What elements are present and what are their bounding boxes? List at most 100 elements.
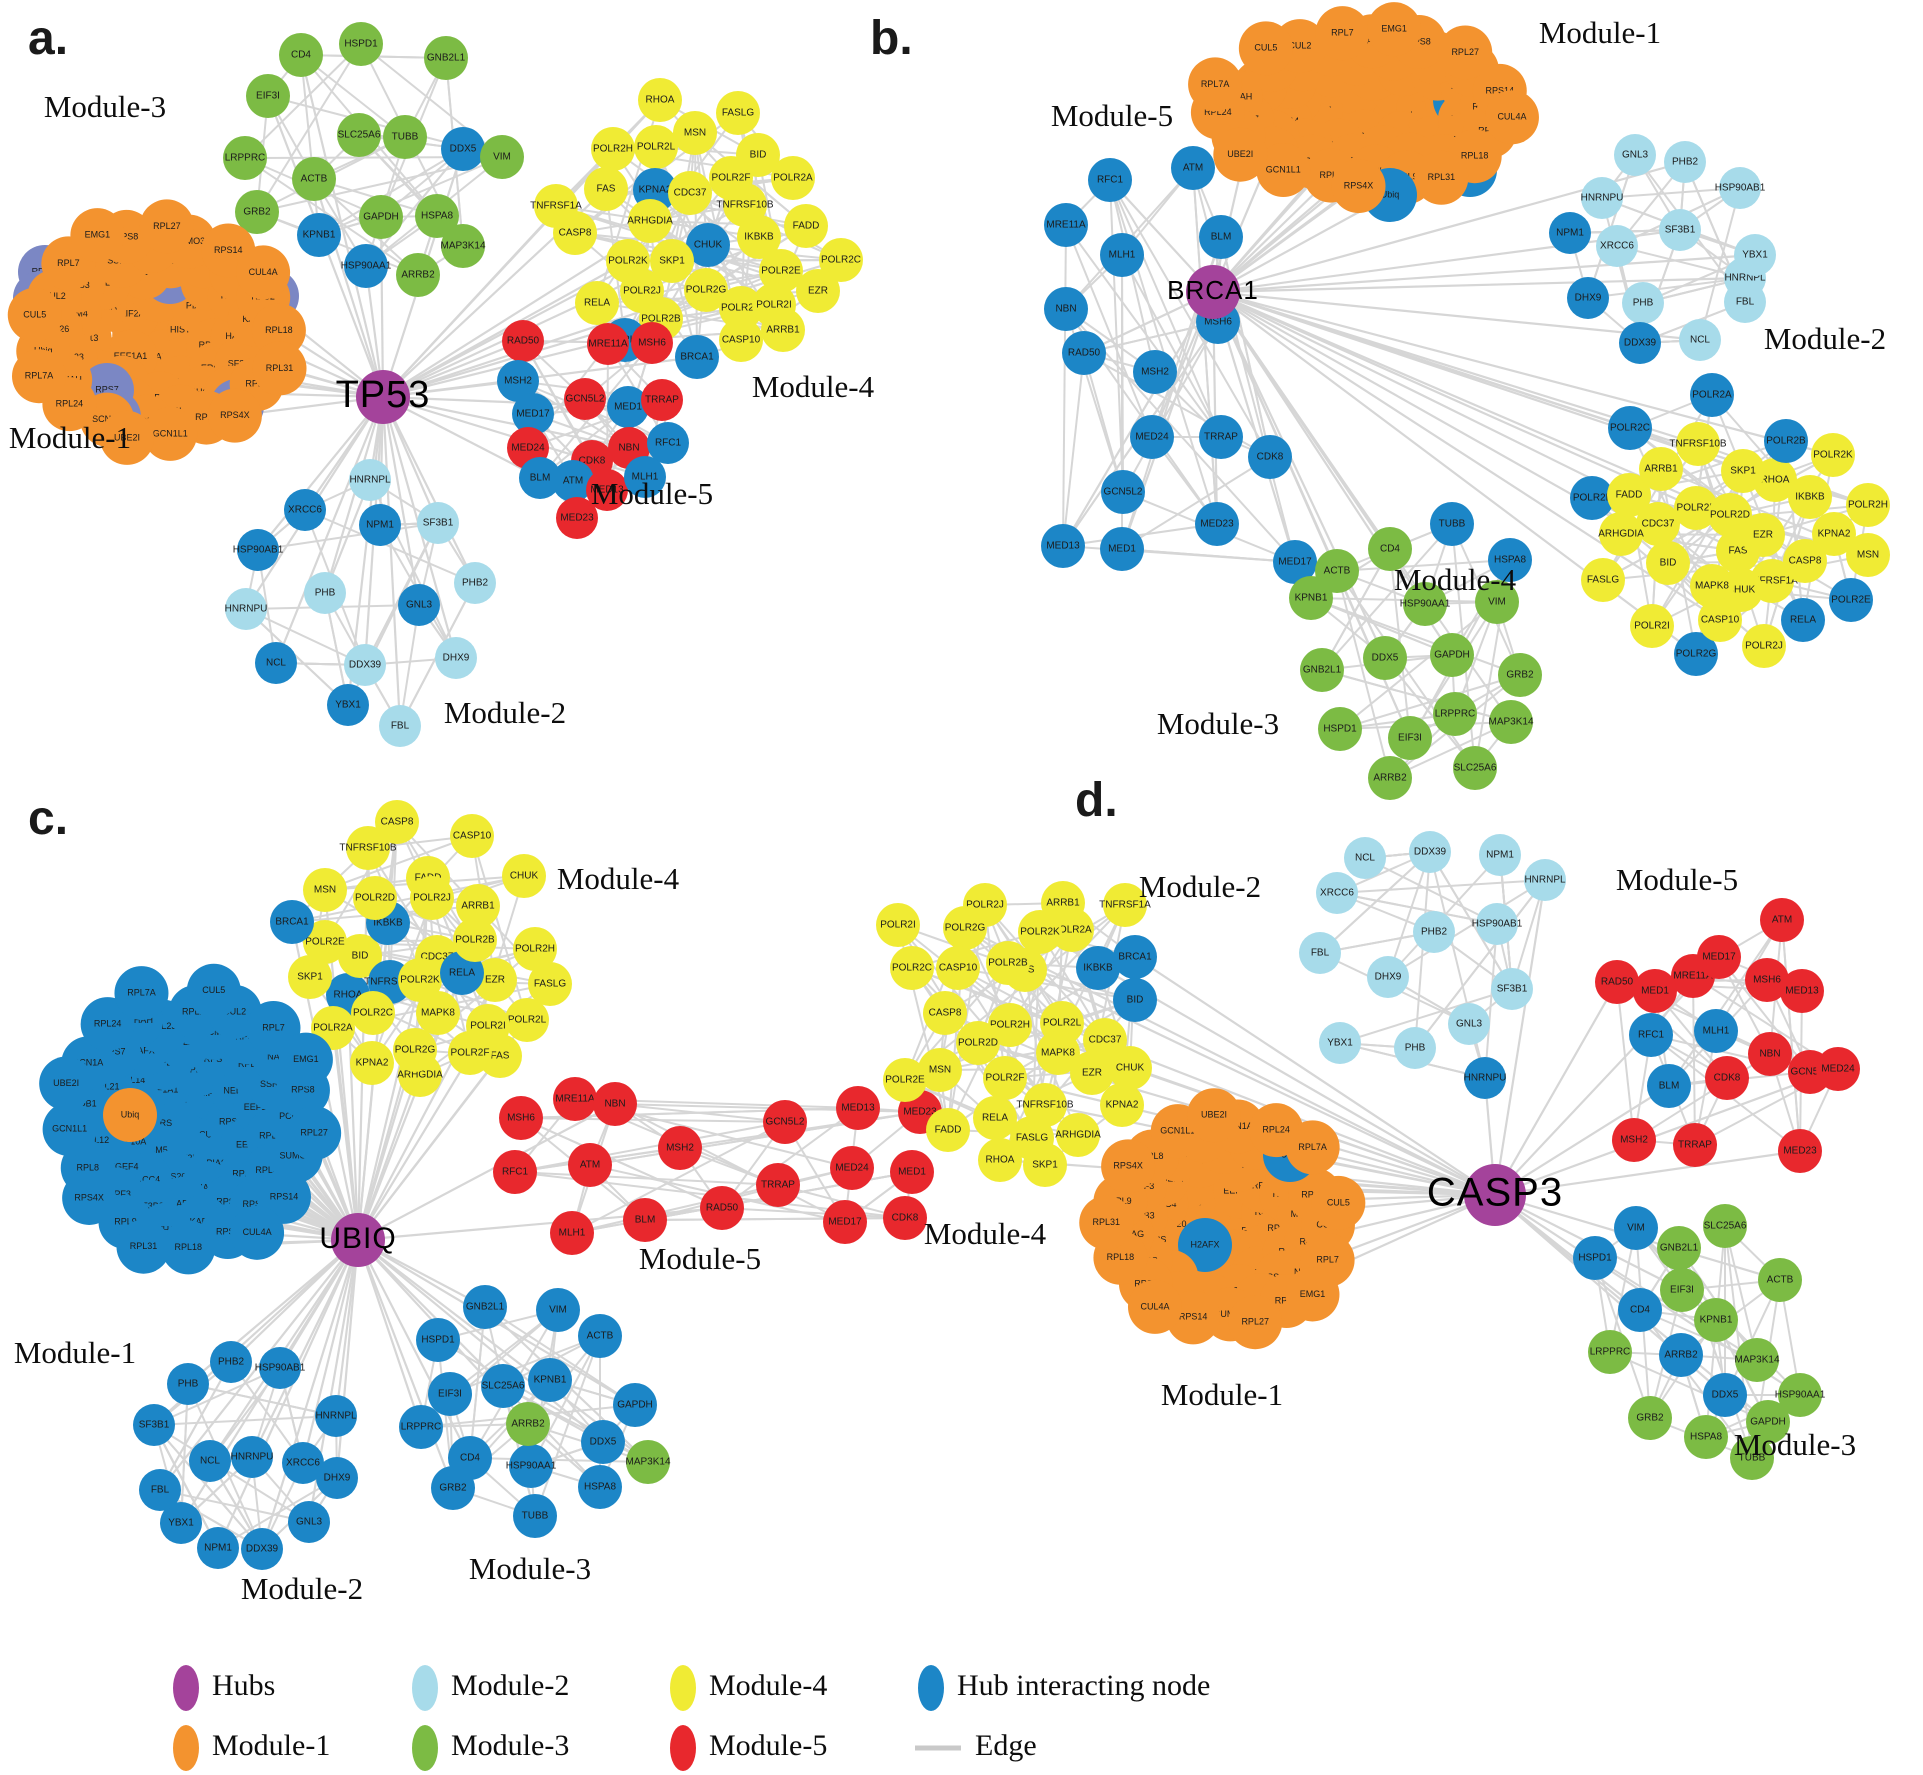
node-label-IKBKB: IKBKB — [1795, 492, 1825, 503]
node-RPL7A — [1188, 57, 1243, 112]
node-label-HNRNPL: HNRNPL — [1524, 875, 1566, 886]
node-SKP1 — [1721, 449, 1765, 493]
node-GCN1L1 — [42, 1102, 97, 1157]
node-label-HSPD1: HSPD1 — [421, 1335, 455, 1346]
node-label-KPNA2: KPNA2 — [639, 185, 672, 196]
node-MED1 — [1100, 527, 1144, 571]
edge — [1336, 559, 1511, 572]
node-label-HSPA8: HSPA8 — [421, 211, 453, 222]
node-label-KPNA2: KPNA2 — [1106, 1100, 1139, 1111]
hub-edge — [260, 1239, 360, 1550]
legend-swatch-m2 — [412, 1665, 438, 1711]
node-label-ARRB2: ARRB2 — [1373, 773, 1407, 784]
node-label-XRCC6: XRCC6 — [1320, 888, 1354, 899]
node-label-RPL18: RPL18 — [175, 1242, 203, 1252]
hub-edge — [257, 396, 384, 551]
node-label-XRCC6: XRCC6 — [1600, 241, 1634, 252]
edge — [180, 1383, 189, 1524]
node-MAP3K14 — [626, 1440, 670, 1484]
node-MSN — [303, 868, 347, 912]
node-CD4 — [1618, 1288, 1662, 1332]
node-TNFRSF10B — [346, 826, 390, 870]
module-label: Module-2 — [241, 1571, 363, 1606]
node-label-MED24: MED24 — [1135, 432, 1169, 443]
hub-edge — [357, 1239, 504, 1387]
node-KPNB1 — [528, 1358, 572, 1402]
node-LRPPRC — [1433, 692, 1477, 736]
edge — [534, 1335, 601, 1517]
edge — [1651, 514, 1731, 627]
node-NCL — [1344, 837, 1386, 879]
edge — [1109, 179, 1124, 493]
node-label-UBE2I: UBE2I — [1227, 149, 1253, 159]
node-MED13 — [1780, 969, 1824, 1013]
node-label-POLR2H: POLR2H — [593, 144, 633, 155]
node-MED1 — [607, 386, 649, 428]
edge — [1122, 321, 1219, 493]
node-label-RPL7A: RPL7A — [1298, 1142, 1327, 1152]
node-label-GNL3: GNL3 — [296, 1517, 323, 1528]
node-EMG1 — [278, 1032, 333, 1087]
node-label-EIF3I: EIF3I — [1398, 733, 1422, 744]
node-label-YBX1: YBX1 — [1742, 250, 1768, 261]
node-label-HSPD1: HSPD1 — [1323, 724, 1357, 735]
node-MSN — [918, 1048, 962, 1092]
node-label-NBN: NBN — [1055, 304, 1076, 315]
node-FASLG — [1581, 558, 1625, 602]
node-label-MED23: MED23 — [560, 513, 594, 524]
node-HSPA8 — [578, 1465, 622, 1509]
node-label-FAS: FAS — [597, 184, 616, 195]
node-label-POLR2I: POLR2I — [470, 1021, 506, 1032]
hub-edge — [357, 1055, 501, 1241]
node-RPL7A — [114, 966, 169, 1021]
node-RELA — [440, 951, 484, 995]
node-label-POLR2L: POLR2L — [1043, 1018, 1082, 1029]
node-POLR2H — [988, 1003, 1032, 1047]
node-label-RPL8: RPL8 — [1320, 170, 1343, 180]
cluster-module-1-panel-d: RPS13CUL4BCUL1TARSEIF2AHIST2H2BEEEF1A1RP… — [1079, 1088, 1366, 1350]
legend-label: Module-5 — [709, 1729, 827, 1762]
node-BID — [1113, 978, 1157, 1022]
node-POLR2D — [956, 1021, 1000, 1065]
edge — [530, 1335, 601, 1467]
node-label-ERCC4: ERCC4 — [130, 1174, 161, 1184]
node-label-TARS: TARS — [149, 1118, 172, 1128]
node-MSH2 — [1612, 1118, 1656, 1162]
module-label: Module-4 — [924, 1216, 1047, 1251]
node-label-RELA: RELA — [982, 1113, 1008, 1124]
node-CDC37 — [1636, 502, 1680, 546]
node-label-EIF3I: EIF3I — [438, 1389, 462, 1400]
node-CUL5 — [186, 963, 241, 1018]
node-label-PCNA: PCNA — [279, 1111, 304, 1121]
hub-edge — [1212, 253, 1756, 294]
hub-edge — [323, 396, 385, 594]
node-label-TUBB: TUBB — [1739, 1453, 1766, 1464]
node-HSP90AA1 — [509, 1444, 553, 1488]
node-label-ATM: ATM — [1183, 163, 1203, 174]
cluster-module-2-panel-a: HNRNPL XRCC6 NPM1 SF3B1 HSP90AB1 PHB PHB2 HNRNP… — [225, 459, 496, 747]
node-label-FADD: FADD — [1616, 490, 1643, 501]
node-POLR2K — [398, 958, 442, 1002]
node-GAPDH — [1430, 633, 1474, 677]
node-label-RFC1: RFC1 — [655, 438, 682, 449]
node-label-LRPPRC: LRPPRC — [1435, 709, 1476, 720]
edge — [1601, 187, 1741, 199]
node-label-RPL21: RPL21 — [92, 1082, 120, 1092]
node-CHUK — [686, 223, 730, 267]
hub-edge — [382, 395, 630, 450]
node-GNB2L1 — [1657, 1226, 1701, 1270]
node-label-ARRB2: ARRB2 — [511, 1419, 545, 1430]
node-label-RAD50: RAD50 — [507, 336, 540, 347]
node-label-FADD: FADD — [793, 221, 820, 232]
edge — [1339, 988, 1513, 1044]
node-PHB2 — [210, 1341, 252, 1383]
node-label-YWHAH: YWHAH — [119, 1015, 153, 1025]
node-RPL27 — [1438, 25, 1493, 80]
node-label-POLR2C: POLR2C — [821, 255, 861, 266]
node-label-POLR2A: POLR2A — [773, 173, 813, 184]
node-VIM — [480, 135, 524, 179]
node-POLR2D — [353, 876, 397, 920]
node-label-RPS8: RPS8 — [1407, 36, 1431, 46]
node-label-SSRP1: SSRP1 — [260, 1079, 290, 1089]
